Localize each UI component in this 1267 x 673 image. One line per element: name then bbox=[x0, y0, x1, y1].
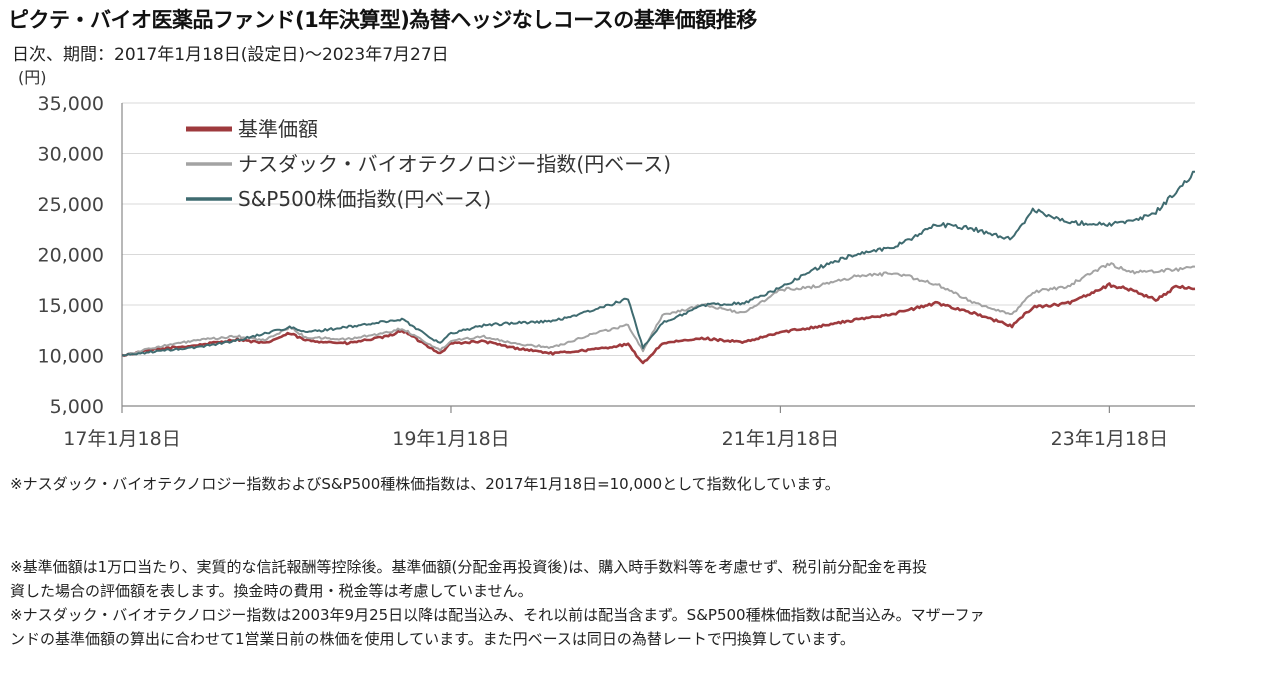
series-line bbox=[121, 170, 1195, 357]
legend-label: 基準価額 bbox=[238, 117, 318, 141]
y-axis-ticks: 5,000 10,000 15,000 20,000 25,000 30,000 35,00… bbox=[38, 93, 104, 418]
footnote-index-line1: ※ナスダック・バイオテクノロジー指数は2003年9月25日以降は配当込み、それ以… bbox=[10, 606, 985, 624]
x-axis-ticks: 17年1月18日 19年1月18日 21年1月18日 23年1月18日 bbox=[63, 406, 1168, 450]
chart-subtitle: 日次、期間：2017年1月18日(設定日)～2023年7月27日 bbox=[12, 45, 449, 65]
grid-lines bbox=[122, 102, 1195, 356]
y-tick-label: 15,000 bbox=[38, 295, 104, 317]
x-tick-label: 19年1月18日 bbox=[392, 428, 509, 450]
legend-label: S&P500株価指数(円ベース) bbox=[238, 187, 491, 211]
y-tick-label: 5,000 bbox=[50, 396, 104, 418]
y-axis-unit-label: (円) bbox=[18, 68, 47, 87]
x-tick-label: 17年1月18日 bbox=[63, 428, 180, 450]
footnote-index-line2: ンドの基準価額の算出に合わせて1営業日前の株価を使用しています。また円ベースは同… bbox=[10, 630, 855, 648]
y-tick-label: 35,000 bbox=[38, 93, 104, 115]
legend-label: ナスダック・バイオテクノロジー指数(円ベース) bbox=[238, 152, 671, 176]
y-tick-label: 25,000 bbox=[38, 194, 104, 216]
chart-title: ピクテ・バイオ医薬品ファンド(1年決算型)為替ヘッジなしコースの基準価額推移 bbox=[8, 8, 757, 32]
x-tick-label: 21年1月18日 bbox=[722, 428, 839, 450]
footnote-nav-line2: 資した場合の評価額を表します。換金時の費用・税金等は考慮していません。 bbox=[10, 582, 533, 600]
footnote-nav-line1: ※基準価額は1万口当たり、実質的な信託報酬等控除後。基準価額(分配金再投資後)は… bbox=[10, 558, 928, 576]
x-tick-label: 23年1月18日 bbox=[1051, 428, 1168, 450]
footnote-index-basis: ※ナスダック・バイオテクノロジー指数およびS&P500種株価指数は、2017年1… bbox=[10, 475, 840, 493]
series-line bbox=[121, 262, 1196, 358]
series-lines bbox=[121, 170, 1196, 365]
y-tick-label: 10,000 bbox=[38, 346, 104, 368]
y-tick-label: 20,000 bbox=[38, 245, 104, 267]
line-chart: 5,000 10,000 15,000 20,000 25,000 30,000 35,00… bbox=[38, 93, 1196, 450]
y-tick-label: 30,000 bbox=[38, 144, 104, 166]
series-line bbox=[121, 282, 1196, 365]
